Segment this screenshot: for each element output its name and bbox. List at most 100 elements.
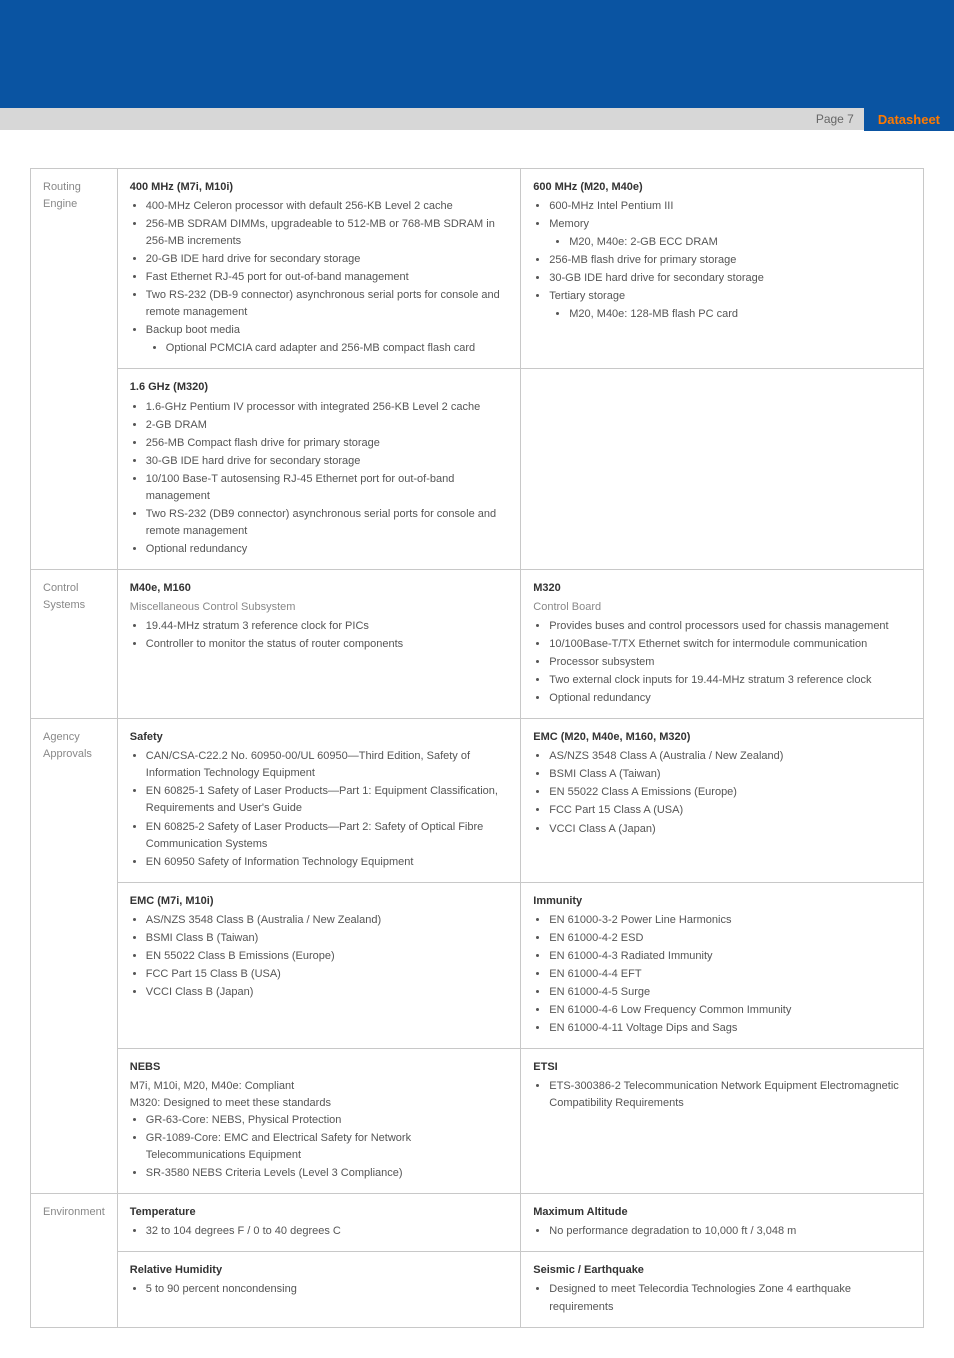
row-label: Control Systems xyxy=(31,569,118,718)
cell-title: 1.6 GHz (M320) xyxy=(130,379,509,396)
cell-left: Relative Humidity5 to 90 percent noncond… xyxy=(117,1252,521,1327)
list-item: 600-MHz Intel Pentium III xyxy=(549,198,911,215)
list-item: AS/NZS 3548 Class B (Australia / New Zea… xyxy=(146,912,509,929)
table-row: EMC (M7i, M10i) AS/NZS 3548 Class B (Aust… xyxy=(31,882,924,1048)
list-item: 5 to 90 percent noncondensing xyxy=(146,1281,509,1298)
cell-title: ETSI xyxy=(533,1059,911,1076)
cell-left: 400 MHz (M7i, M10i)400-MHz Celeron proce… xyxy=(117,169,521,369)
datasheet-badge: Datasheet xyxy=(864,108,954,131)
spec-table: Routing Engine400 MHz (M7i, M10i)400-MHz… xyxy=(30,168,924,1328)
bullet-list: Provides buses and control processors us… xyxy=(533,618,911,707)
bullet-list: GR-63-Core: NEBS, Physical ProtectionGR-… xyxy=(130,1112,509,1182)
nested-list: M20, M40e: 2-GB ECC DRAM xyxy=(549,234,911,251)
list-item: EN 55022 Class A Emissions (Europe) xyxy=(549,784,911,801)
table-row: Routing Engine400 MHz (M7i, M10i)400-MHz… xyxy=(31,169,924,369)
cell-title: Seismic / Earthquake xyxy=(533,1262,911,1279)
list-item: 10/100Base-T/TX Ethernet switch for inte… xyxy=(549,636,911,653)
list-item: SR-3580 NEBS Criteria Levels (Level 3 Co… xyxy=(146,1165,509,1182)
row-label: Routing Engine xyxy=(31,169,118,570)
table-row: Agency ApprovalsSafetyCAN/CSA-C22.2 No. … xyxy=(31,719,924,882)
list-item: 10/100 Base-T autosensing RJ-45 Ethernet… xyxy=(146,471,509,505)
list-item: 20-GB IDE hard drive for secondary stora… xyxy=(146,251,509,268)
list-item: 30-GB IDE hard drive for secondary stora… xyxy=(549,270,911,287)
table-row: Control Systems M40e, M160 Miscellaneous C… xyxy=(31,569,924,718)
table-row: 1.6 GHz (M320) 1.6-GHz Pentium IV process… xyxy=(31,369,924,569)
cell-title: Immunity xyxy=(533,893,911,910)
bullet-list: EN 61000-3-2 Power Line HarmonicsEN 6100… xyxy=(533,912,911,1037)
list-item: EN 61000-3-2 Power Line Harmonics xyxy=(549,912,911,929)
cell-title: M320 xyxy=(533,580,911,597)
list-item: 256-MB Compact flash drive for primary s… xyxy=(146,435,509,452)
list-item: Two RS-232 (DB9 connector) asynchronous … xyxy=(146,506,509,540)
list-item: 256-MB flash drive for primary storage xyxy=(549,252,911,269)
list-item: EN 60950 Safety of Information Technolog… xyxy=(146,854,509,871)
list-item: 30-GB IDE hard drive for secondary stora… xyxy=(146,453,509,470)
list-item: GR-63-Core: NEBS, Physical Protection xyxy=(146,1112,509,1129)
cell-title: 600 MHz (M20, M40e) xyxy=(533,179,911,196)
cell-right: 600 MHz (M20, M40e) 600-MHz Intel Pentium… xyxy=(521,169,924,369)
table-row: NEBSM7i, M10i, M20, M40e: CompliantM320:… xyxy=(31,1049,924,1194)
cell-right: Immunity EN 61000-3-2 Power Line Harmonic… xyxy=(521,882,924,1048)
list-item: FCC Part 15 Class A (USA) xyxy=(549,802,911,819)
cell-left: NEBSM7i, M10i, M20, M40e: CompliantM320:… xyxy=(117,1049,521,1194)
bullet-list: ETS-300386-2 Telecommunication Network E… xyxy=(533,1078,911,1112)
bullet-list: 1.6-GHz Pentium IV processor with integr… xyxy=(130,399,509,558)
bullet-list: 5 to 90 percent noncondensing xyxy=(130,1281,509,1298)
list-item: CAN/CSA-C22.2 No. 60950-00/UL 60950—Thir… xyxy=(146,748,509,782)
cell-right: M320 Control Board Provides buses and cont… xyxy=(521,569,924,718)
cell-subtitle: Miscellaneous Control Subsystem xyxy=(130,599,509,616)
list-item: EN 61000-4-5 Surge xyxy=(549,984,911,1001)
bullet-list: AS/NZS 3548 Class A (Australia / New Zea… xyxy=(533,748,911,837)
cell-subtitle: Control Board xyxy=(533,599,911,616)
row-label: Environment xyxy=(31,1194,118,1327)
bullet-list: 600-MHz Intel Pentium IIIMemoryM20, M40e… xyxy=(533,198,911,323)
list-item: Fast Ethernet RJ-45 port for out-of-band… xyxy=(146,269,509,286)
cell-left: M40e, M160 Miscellaneous Control Subsyste… xyxy=(117,569,521,718)
list-item: BSMI Class A (Taiwan) xyxy=(549,766,911,783)
cell-right: ETSI ETS-300386-2 Telecommunication Netwo… xyxy=(521,1049,924,1194)
page-number: Page 7 xyxy=(806,108,864,130)
bullet-list: AS/NZS 3548 Class B (Australia / New Zea… xyxy=(130,912,509,1001)
list-item: M20, M40e: 2-GB ECC DRAM xyxy=(569,234,911,251)
list-item: Provides buses and control processors us… xyxy=(549,618,911,635)
list-item: No performance degradation to 10,000 ft … xyxy=(549,1223,911,1240)
table-row: EnvironmentTemperature32 to 104 degrees … xyxy=(31,1194,924,1252)
list-item: Optional redundancy xyxy=(146,541,509,558)
list-item: EN 60825-1 Safety of Laser Products—Part… xyxy=(146,783,509,817)
cell-right: EMC (M20, M40e, M160, M320) AS/NZS 3548 C… xyxy=(521,719,924,882)
list-item: 2-GB DRAM xyxy=(146,417,509,434)
list-item: AS/NZS 3548 Class A (Australia / New Zea… xyxy=(549,748,911,765)
cell-title: M40e, M160 xyxy=(130,580,509,597)
content-area: Routing Engine400 MHz (M7i, M10i)400-MHz… xyxy=(0,130,954,1358)
top-banner xyxy=(0,0,954,108)
list-item: Controller to monitor the status of rout… xyxy=(146,636,509,653)
list-item: Processor subsystem xyxy=(549,654,911,671)
list-item: EN 61000-4-11 Voltage Dips and Sags xyxy=(549,1020,911,1037)
list-item: EN 61000-4-6 Low Frequency Common Immuni… xyxy=(549,1002,911,1019)
list-item: M20, M40e: 128-MB flash PC card xyxy=(569,306,911,323)
cell-title: Safety xyxy=(130,729,509,746)
list-item: GR-1089-Core: EMC and Electrical Safety … xyxy=(146,1130,509,1164)
list-item: Two RS-232 (DB-9 connector) asynchronous… xyxy=(146,287,509,321)
cell-left: Temperature32 to 104 degrees F / 0 to 40… xyxy=(117,1194,521,1252)
nested-list: Optional PCMCIA card adapter and 256-MB … xyxy=(146,340,509,357)
list-item: Backup boot media xyxy=(146,322,509,339)
cell-title: EMC (M20, M40e, M160, M320) xyxy=(533,729,911,746)
cell-title: EMC (M7i, M10i) xyxy=(130,893,509,910)
list-item: EN 61000-4-3 Radiated Immunity xyxy=(549,948,911,965)
list-item: Optional redundancy xyxy=(549,690,911,707)
list-item: 32 to 104 degrees F / 0 to 40 degrees C xyxy=(146,1223,509,1240)
cell-title: 400 MHz (M7i, M10i) xyxy=(130,179,509,196)
cell-right xyxy=(521,369,924,569)
bullet-list: Designed to meet Telecordia Technologies… xyxy=(533,1281,911,1315)
cell-right: Seismic / Earthquake Designed to meet Tel… xyxy=(521,1252,924,1327)
list-item: VCCI Class A (Japan) xyxy=(549,821,911,838)
cell-plain-line: M320: Designed to meet these standards xyxy=(130,1095,509,1112)
list-item: VCCI Class B (Japan) xyxy=(146,984,509,1001)
list-item: Two external clock inputs for 19.44-MHz … xyxy=(549,672,911,689)
list-item: EN 61000-4-2 ESD xyxy=(549,930,911,947)
sub-banner: Page 7 Datasheet xyxy=(0,108,954,130)
list-item: 256-MB SDRAM DIMMs, upgradeable to 512-M… xyxy=(146,216,509,250)
cell-title: Maximum Altitude xyxy=(533,1204,911,1221)
table-row: Relative Humidity5 to 90 percent noncond… xyxy=(31,1252,924,1327)
